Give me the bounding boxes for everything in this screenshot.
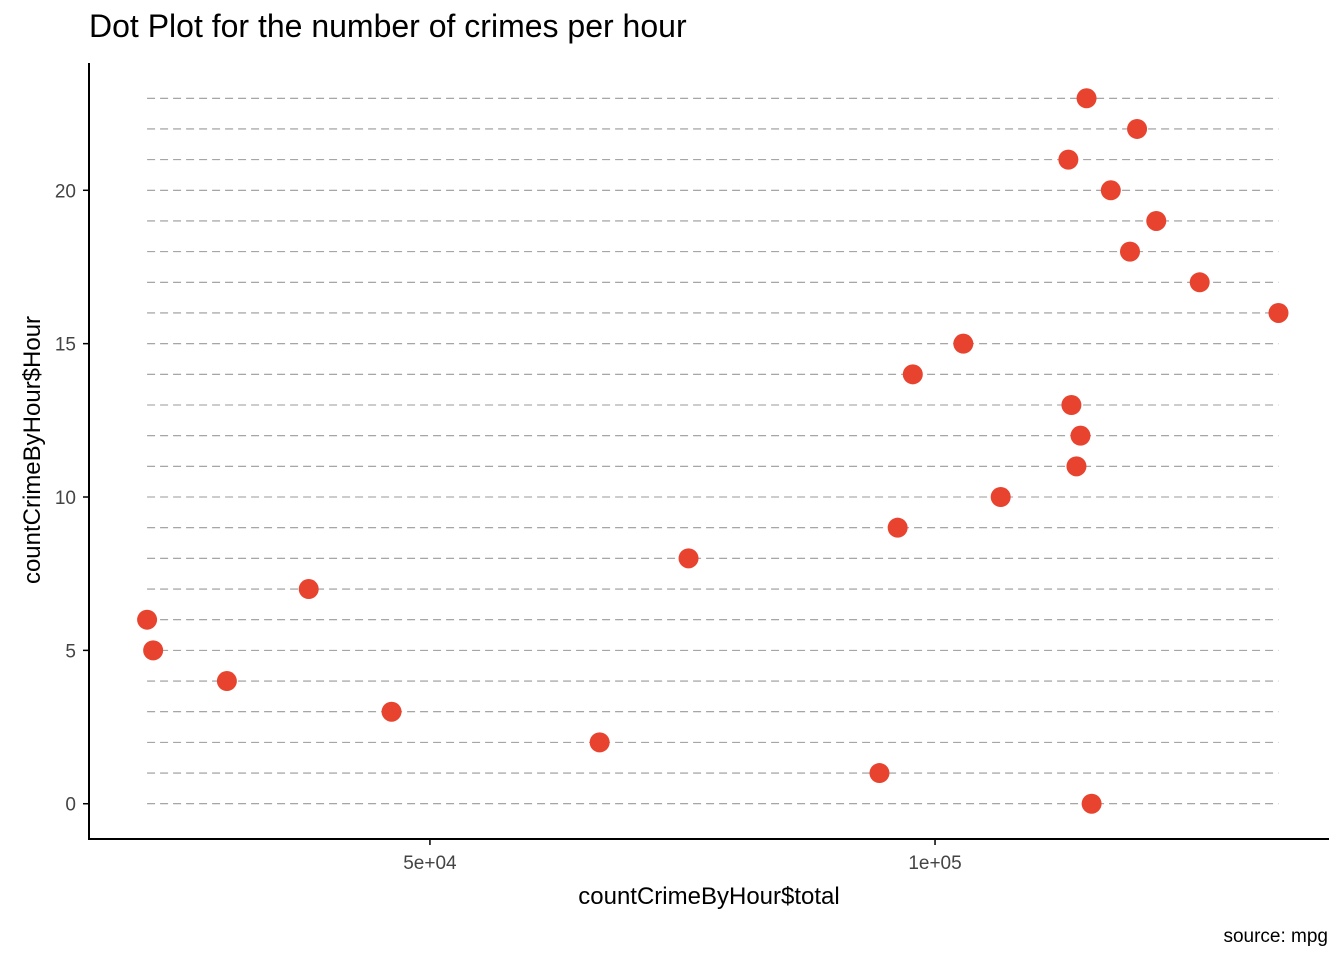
data-point-hour-9 xyxy=(887,517,908,538)
data-points xyxy=(137,88,1289,814)
grid-lines xyxy=(147,97,1279,805)
y-axis-label: countCrimeByHour$Hour xyxy=(19,316,46,584)
data-point-hour-13 xyxy=(1061,394,1082,415)
x-ticks: 5e+04 1e+05 xyxy=(403,839,962,874)
data-point-hour-1 xyxy=(869,763,890,784)
data-point-hour-11 xyxy=(1066,456,1087,477)
data-point-hour-3 xyxy=(381,701,402,722)
data-point-hour-5 xyxy=(143,640,164,661)
data-point-hour-12 xyxy=(1070,425,1091,446)
data-point-hour-0 xyxy=(1081,793,1102,814)
data-point-hour-15 xyxy=(953,333,974,354)
y-tick-label: 10 xyxy=(55,488,76,509)
x-tick-label: 1e+05 xyxy=(908,853,961,874)
chart-caption: source: mpg xyxy=(1223,926,1328,947)
data-point-hour-7 xyxy=(298,579,319,600)
data-point-hour-16 xyxy=(1268,302,1289,323)
data-point-hour-22 xyxy=(1127,118,1148,139)
data-point-hour-8 xyxy=(678,548,699,569)
data-point-hour-2 xyxy=(589,732,610,753)
y-tick-label: 5 xyxy=(65,641,76,662)
x-axis-label: countCrimeByHour$total xyxy=(578,883,839,910)
y-tick-label: 0 xyxy=(65,795,76,816)
data-point-hour-18 xyxy=(1119,241,1140,262)
data-point-hour-6 xyxy=(137,609,158,630)
chart-title: Dot Plot for the number of crimes per ho… xyxy=(89,8,687,44)
data-point-hour-19 xyxy=(1146,210,1167,231)
x-tick-label: 5e+04 xyxy=(403,853,457,874)
data-point-hour-17 xyxy=(1189,272,1210,293)
y-tick-label: 15 xyxy=(55,335,76,356)
y-tick-label: 20 xyxy=(55,181,76,202)
data-point-hour-23 xyxy=(1076,88,1097,109)
y-ticks: 0 5 10 15 20 xyxy=(55,181,89,816)
data-point-hour-4 xyxy=(216,671,237,692)
data-point-hour-21 xyxy=(1058,149,1079,170)
data-point-hour-20 xyxy=(1100,180,1121,201)
data-point-hour-14 xyxy=(902,364,923,385)
data-point-hour-10 xyxy=(990,487,1011,508)
axes xyxy=(88,63,1329,840)
